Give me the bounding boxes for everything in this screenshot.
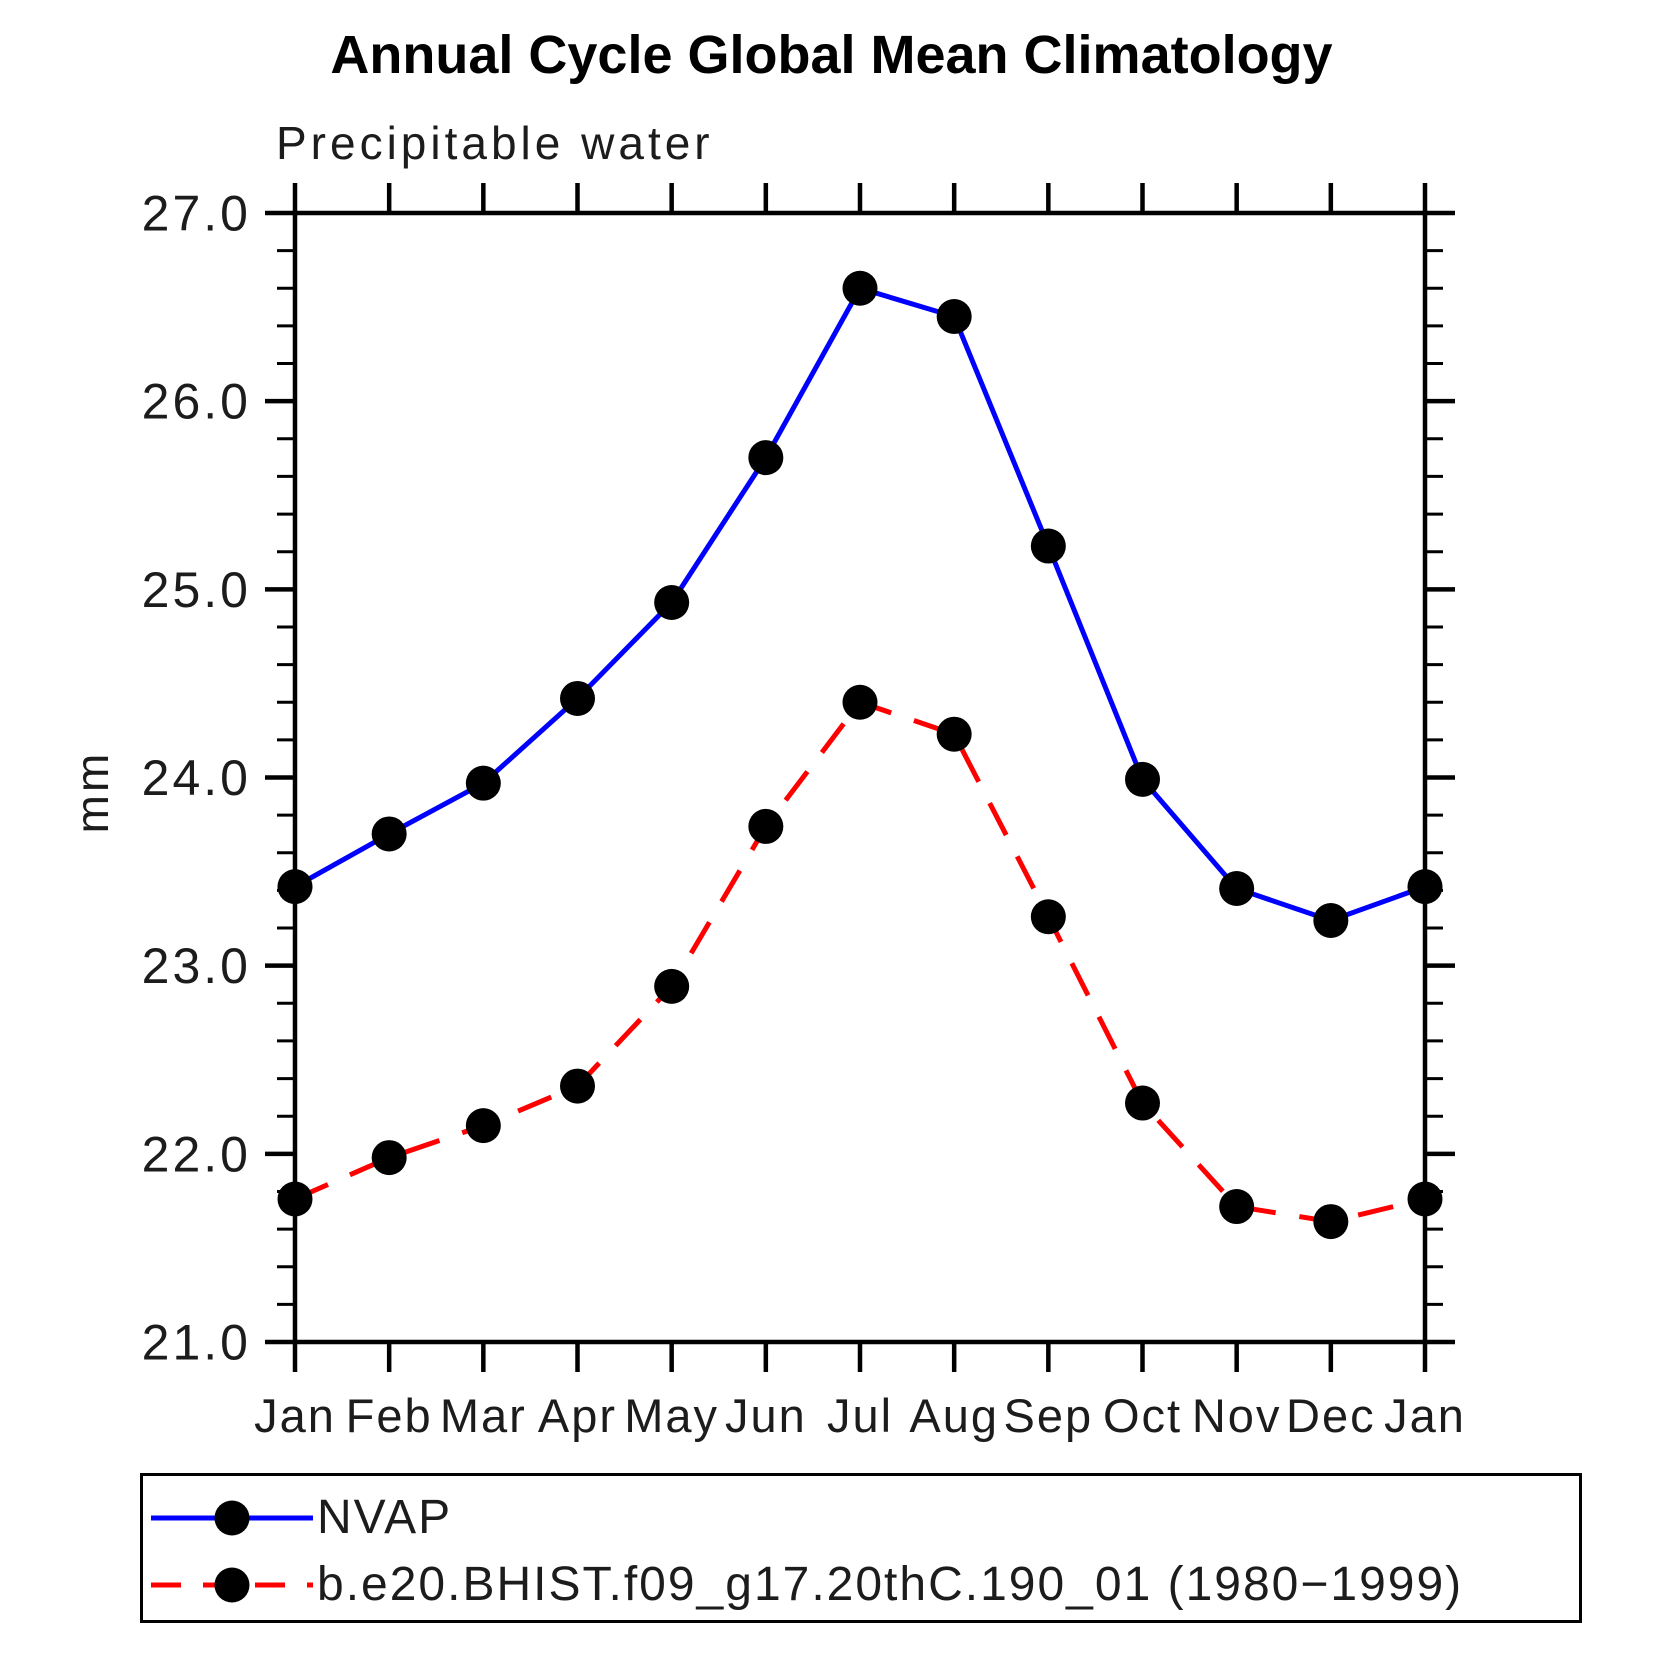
data-point-marker	[654, 585, 690, 621]
data-point-marker	[465, 1108, 501, 1144]
y-tick-label: 21.0	[142, 1315, 251, 1371]
data-point-marker	[277, 1181, 313, 1217]
data-point-marker	[1125, 1085, 1160, 1121]
data-point-marker	[654, 968, 690, 1004]
data-point-marker	[1313, 903, 1349, 939]
x-tick-label: Oct	[1103, 1389, 1182, 1442]
legend-label-nvap: NVAP	[317, 1491, 453, 1544]
data-point-marker	[1407, 869, 1443, 905]
data-point-marker	[1219, 1189, 1255, 1225]
x-tick-label: Mar	[440, 1389, 527, 1442]
x-tick-label: Jan	[1384, 1389, 1466, 1442]
x-tick-label: Aug	[909, 1389, 999, 1442]
x-tick-label: Jan	[254, 1389, 336, 1442]
series-line-0	[293, 285, 1426, 924]
plot-box	[292, 210, 1428, 1345]
data-point-marker	[1030, 899, 1066, 935]
x-tick-label: Apr	[538, 1389, 617, 1442]
data-point-marker	[1407, 1181, 1443, 1217]
x-tick-label: Sep	[1004, 1389, 1094, 1442]
x-tick-label: Jun	[725, 1389, 807, 1442]
y-tick-label: 25.0	[142, 562, 251, 618]
legend-marker	[214, 1500, 250, 1536]
model-line-swatch	[151, 1567, 313, 1603]
y-tick-label: 23.0	[142, 938, 251, 994]
nvap-line-swatch	[151, 1500, 313, 1536]
data-point-marker	[936, 716, 972, 752]
data-point-marker	[842, 684, 878, 720]
data-point-marker	[1313, 1204, 1349, 1240]
data-point-marker	[748, 440, 784, 476]
data-point-marker	[277, 869, 313, 905]
data-point-marker	[1219, 871, 1255, 907]
legend: NVAP b.e20.BHIST.f09_g17.20thC.190_01 (1…	[140, 1473, 1582, 1623]
chart-subtitle: Precipitable water	[276, 117, 714, 169]
data-point-marker	[560, 680, 595, 716]
x-tick-label: Dec	[1286, 1389, 1376, 1442]
x-tick-label: Nov	[1192, 1389, 1282, 1442]
data-point-marker	[1030, 528, 1066, 564]
data-point-marker	[748, 808, 784, 844]
legend-marker	[214, 1567, 250, 1603]
data-point-marker	[371, 816, 407, 852]
x-tick-label: Jul	[827, 1389, 893, 1442]
data-point-marker	[1125, 761, 1160, 797]
y-tick-label: 27.0	[142, 186, 251, 242]
x-tick-label: Feb	[346, 1389, 433, 1442]
data-point-marker	[371, 1140, 407, 1176]
y-tick-label: 26.0	[142, 374, 251, 430]
data-point-marker	[465, 765, 501, 801]
data-point-marker	[560, 1068, 595, 1104]
chart-title: Annual Cycle Global Mean Climatology	[330, 25, 1333, 85]
x-tick-label: May	[624, 1389, 719, 1442]
legend-entry-model: b.e20.BHIST.f09_g17.20thC.190_01 (1980−1…	[149, 1558, 1464, 1611]
legend-label-model: b.e20.BHIST.f09_g17.20thC.190_01 (1980−1…	[317, 1558, 1464, 1611]
series-line-1	[293, 699, 1426, 1225]
y-tick-label: 22.0	[142, 1126, 251, 1182]
data-point-marker	[936, 298, 972, 334]
legend-entry-nvap: NVAP	[149, 1491, 453, 1544]
y-tick-label: 24.0	[142, 750, 251, 806]
data-point-marker	[842, 270, 878, 306]
